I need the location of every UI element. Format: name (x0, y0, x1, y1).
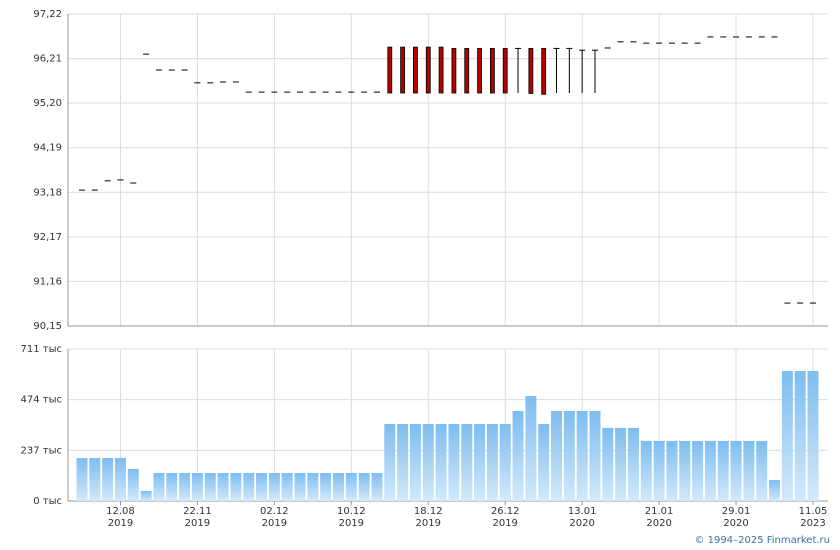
volume-bar (692, 440, 704, 501)
volume-bar (89, 458, 101, 501)
x-tick-label: 02.12 2019 (260, 506, 289, 529)
volume-bar (397, 424, 409, 501)
volume-bar (191, 472, 203, 501)
volume-bar (332, 472, 344, 501)
volume-bar (166, 472, 178, 501)
volume-bar (717, 440, 729, 501)
candle-body (387, 46, 393, 94)
x-tick-label: 18.12 2019 (413, 506, 443, 529)
volume-bar (409, 424, 421, 501)
volume-bar (320, 472, 332, 501)
volume-bar (679, 440, 691, 501)
volume-bar (769, 480, 781, 501)
candle-body (489, 48, 495, 94)
volume-bar (666, 440, 678, 501)
volume-bar (640, 440, 652, 501)
volume-bar (512, 410, 524, 501)
volume-bar (345, 472, 357, 501)
volume-bar (743, 440, 755, 501)
volume-bar (756, 440, 768, 501)
candle-body (451, 48, 457, 94)
volume-bar (307, 472, 319, 501)
volume-bar (281, 472, 293, 501)
volume-bar (127, 468, 139, 501)
volume-bar (781, 371, 793, 501)
y-tick-label: 0 тыс (33, 496, 62, 507)
x-tick-label: 22.11 2019 (183, 506, 212, 529)
volume-bar (602, 427, 614, 501)
volume-bar (153, 472, 165, 501)
x-tick-label: 26.12 2019 (490, 506, 520, 529)
x-tick-label: 29.01 2020 (721, 506, 751, 529)
x-tick-label: 11.05 2023 (798, 506, 828, 529)
volume-bar (499, 424, 511, 501)
x-tick-label: 13.01 2020 (567, 506, 597, 529)
volume-bar (114, 458, 126, 501)
volume-bar (102, 458, 114, 501)
volume-bar (525, 396, 537, 501)
x-tick-label: 21.01 2020 (644, 506, 674, 529)
volume-bar (551, 410, 563, 501)
volume-bar (461, 424, 473, 501)
candle-body (477, 48, 482, 94)
volume-bar (371, 472, 383, 501)
candle-body (438, 46, 444, 94)
candle-body (464, 48, 470, 94)
y-tick-label: 93,18 (33, 187, 62, 198)
y-tick-label: 95,20 (33, 98, 62, 109)
volume-bar (140, 490, 152, 501)
volume-bar (538, 424, 550, 501)
volume-bar (76, 458, 88, 501)
volume-bar (627, 427, 639, 501)
y-tick-label: 90,15 (33, 321, 62, 332)
volume-bar (704, 440, 716, 501)
y-tick-label: 97,22 (33, 9, 62, 20)
volume-bar (486, 424, 498, 501)
x-tick-label: 12.08 2019 (106, 506, 135, 529)
volume-bar (653, 440, 665, 501)
volume-bar (615, 427, 627, 501)
y-tick-label: 474 тыс (21, 395, 62, 406)
volume-bar (384, 424, 396, 501)
volume-bar (422, 424, 434, 501)
volume-bar (268, 472, 280, 501)
volume-bar (794, 371, 806, 501)
candle-body (413, 46, 418, 94)
volume-bar (576, 410, 588, 501)
volume-bar (217, 472, 229, 501)
volume-bar (204, 472, 216, 501)
volume-bar (448, 424, 460, 501)
volume-bar (230, 472, 242, 501)
y-tick-label: 237 тыс (21, 445, 62, 456)
y-tick-label: 92,17 (33, 232, 62, 243)
volume-bar (474, 424, 486, 501)
volume-bar (179, 472, 191, 501)
copyright: © 1994–2025 Finmarket.ru (694, 535, 830, 546)
y-tick-label: 96,21 (33, 54, 62, 65)
x-tick-label: 10.12 2019 (336, 506, 366, 529)
y-tick-label: 91,16 (33, 276, 62, 287)
volume-bar (243, 472, 255, 501)
volume-bar (358, 472, 370, 501)
y-tick-label: 711 тыс (21, 344, 62, 355)
candle-body (541, 48, 547, 95)
volume-bar (807, 371, 819, 501)
volume-bar (256, 472, 268, 501)
volume-bar (589, 410, 601, 501)
volume-bar (294, 472, 306, 501)
volume-bar (730, 440, 742, 501)
volume-bar (435, 424, 447, 501)
volume-bar (563, 410, 575, 501)
candle-body (400, 46, 406, 94)
candle-body (502, 48, 508, 94)
candle-body (425, 46, 431, 94)
candle-body (528, 48, 534, 94)
y-tick-label: 94,19 (33, 143, 62, 154)
